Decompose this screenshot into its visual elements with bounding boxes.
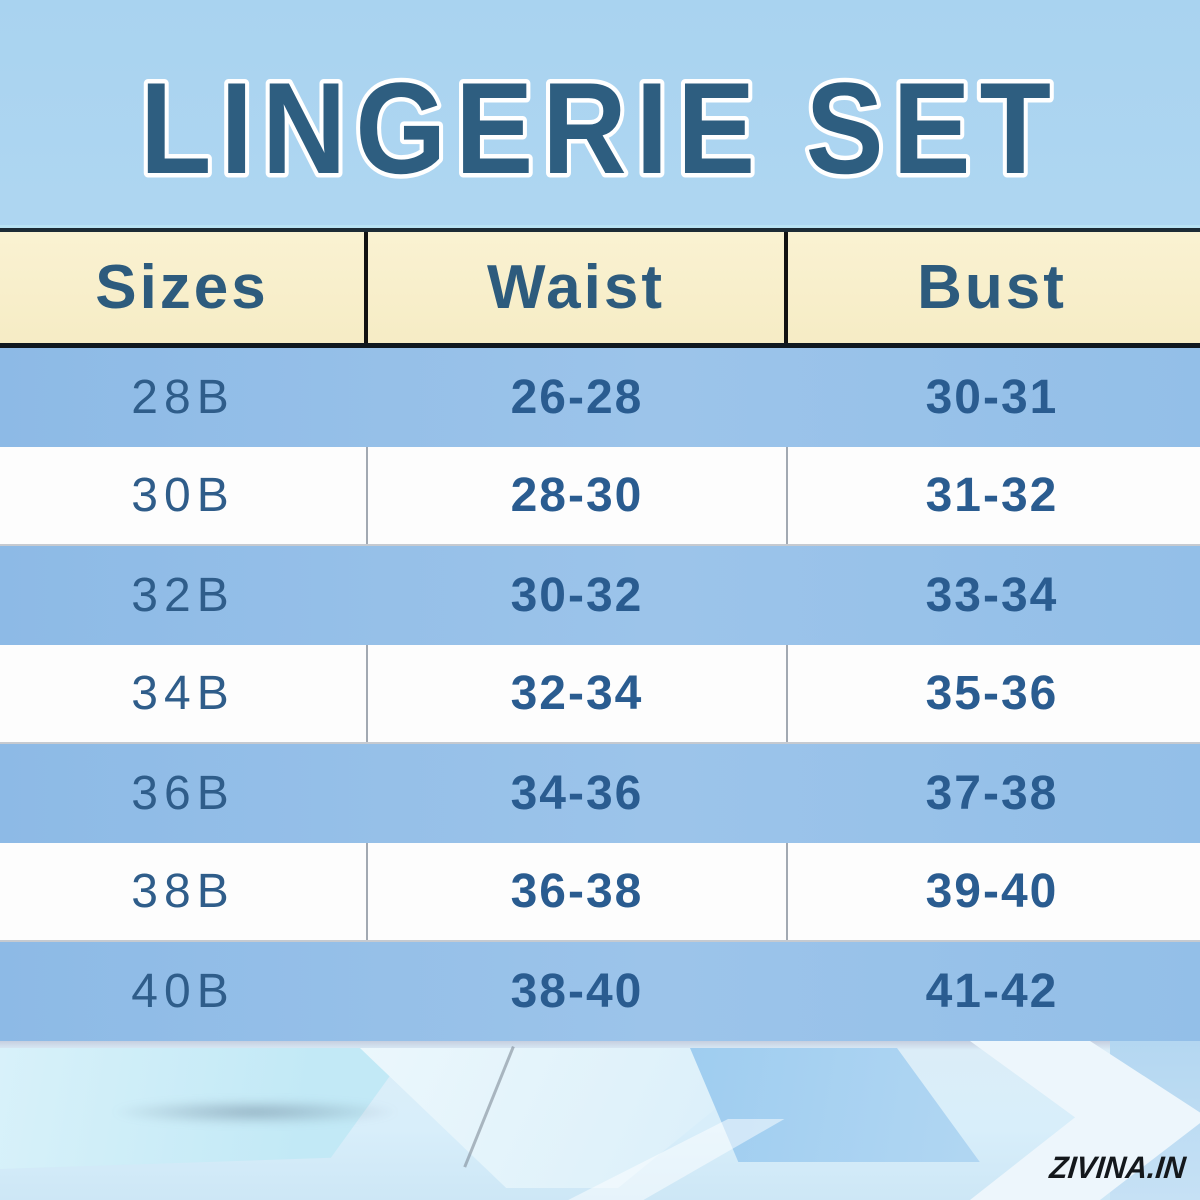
table-row: 32B 30-32 33-34 [0, 546, 1200, 645]
cell-waist: 26-28 [510, 371, 644, 424]
cell-size: 40B [131, 965, 235, 1018]
decor-shadow-smudge [110, 1099, 400, 1125]
cell-waist: 36-38 [368, 843, 788, 940]
table-row: 38B 36-38 39-40 [0, 843, 1200, 942]
header-cell-waist: Waist [368, 232, 788, 343]
table-header-row: Sizes Waist Bust [0, 228, 1200, 348]
cell-bust: 37-38 [925, 767, 1059, 820]
decor-parallelogram-shape [690, 1048, 980, 1162]
cell-waist: 32-34 [368, 645, 788, 742]
table-row: 36B 34-36 37-38 [0, 744, 1200, 843]
cell-bust: 39-40 [925, 865, 1059, 918]
cell-size: 36B [131, 767, 235, 820]
cell-bust: 30-31 [925, 371, 1059, 424]
cell-bust: 33-34 [925, 569, 1059, 622]
table-row: 40B 38-40 41-42 [0, 942, 1200, 1041]
cell-size: 28B [131, 371, 235, 424]
page-title: LINGERIE SET [0, 40, 1200, 220]
cell-bust: 31-32 [925, 469, 1059, 522]
watermark: ZIVINA.IN [1047, 1150, 1188, 1185]
header-cell-sizes: Sizes [0, 232, 368, 343]
page-title-text: LINGERIE SET [140, 55, 1060, 201]
cell-waist: 28-30 [368, 447, 788, 544]
header-cell-bust: Bust [917, 253, 1067, 322]
table-row: 30B 28-30 31-32 [0, 447, 1200, 546]
cell-size: 38B [0, 843, 368, 940]
cell-bust: 35-36 [925, 667, 1059, 720]
cell-size: 32B [131, 569, 235, 622]
cell-waist: 38-40 [510, 965, 644, 1018]
cell-size: 34B [0, 645, 368, 742]
title-svg: LINGERIE SET [136, 51, 1060, 206]
cell-size: 30B [0, 447, 368, 544]
table-row: 34B 32-34 35-36 [0, 645, 1200, 744]
table-row: 28B 26-28 30-31 [0, 348, 1200, 447]
bottom-decor [0, 1041, 1200, 1200]
size-chart-table: Sizes Waist Bust 28B 26-28 30-31 30B 28-… [0, 228, 1200, 1041]
cell-bust: 41-42 [925, 965, 1059, 1018]
cell-waist: 34-36 [510, 767, 644, 820]
cell-waist: 30-32 [510, 569, 644, 622]
